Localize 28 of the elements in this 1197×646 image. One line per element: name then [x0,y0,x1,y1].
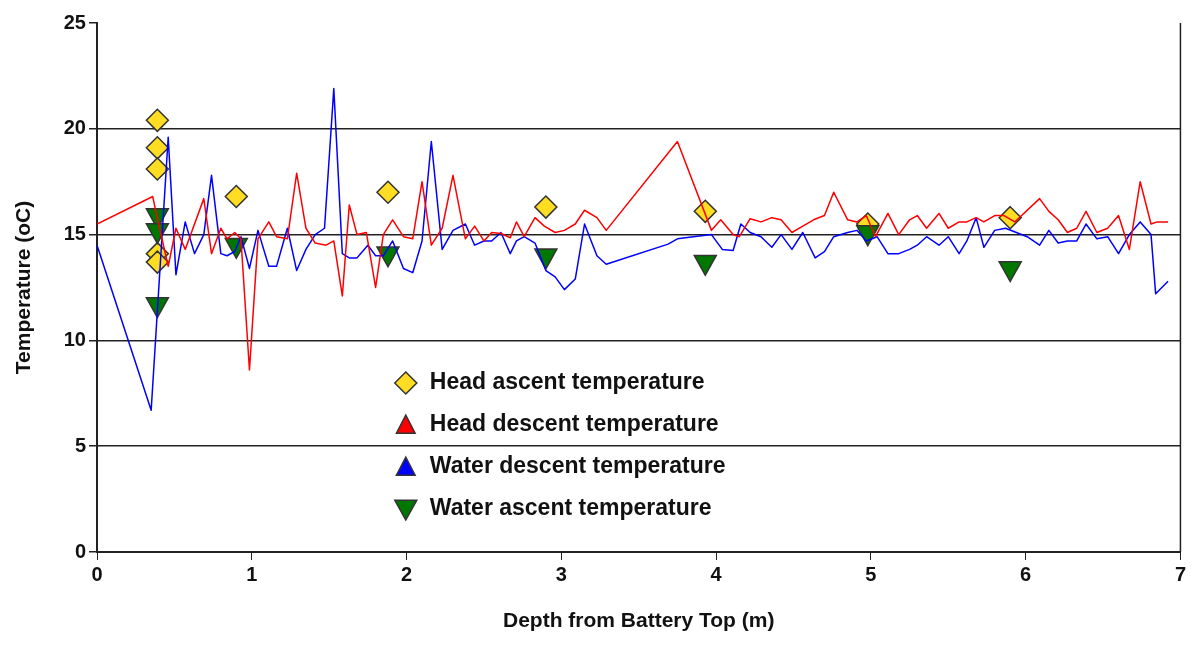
legend-label: Water descent temperature [429,452,726,479]
y-tick-label: 10 [63,327,86,350]
x-tick-label: 6 [1020,562,1032,585]
y-tick-label: 15 [63,222,86,245]
point [693,254,718,276]
x-tick-label: 1 [246,562,258,585]
point [224,184,249,209]
y-tick-label: 20 [63,116,86,139]
legend-label: Head descent temperature [429,410,719,437]
x-tick-label: 2 [400,562,413,585]
x-axis-title: Depth from Battery Top (m) [502,608,775,632]
x-tick-label: 3 [555,562,567,585]
point [145,157,170,181]
legend-label: Water ascent temperature [429,494,712,521]
legend-label: Head ascent temperature [429,368,705,395]
y-tick-label: 0 [74,539,86,562]
x-tick-label: 4 [710,562,723,585]
point [376,180,400,205]
x-tick-label: 5 [865,562,877,585]
x-tick-label: 0 [91,562,103,585]
x-tick-label: 7 [1174,562,1186,585]
point [998,261,1022,283]
point [145,108,170,133]
point [145,136,170,160]
point [534,195,558,219]
y-tick-label: 5 [74,433,86,456]
y-tick-label: 25 [63,10,86,33]
y-axis-title: Temperature (oC) [11,200,35,375]
